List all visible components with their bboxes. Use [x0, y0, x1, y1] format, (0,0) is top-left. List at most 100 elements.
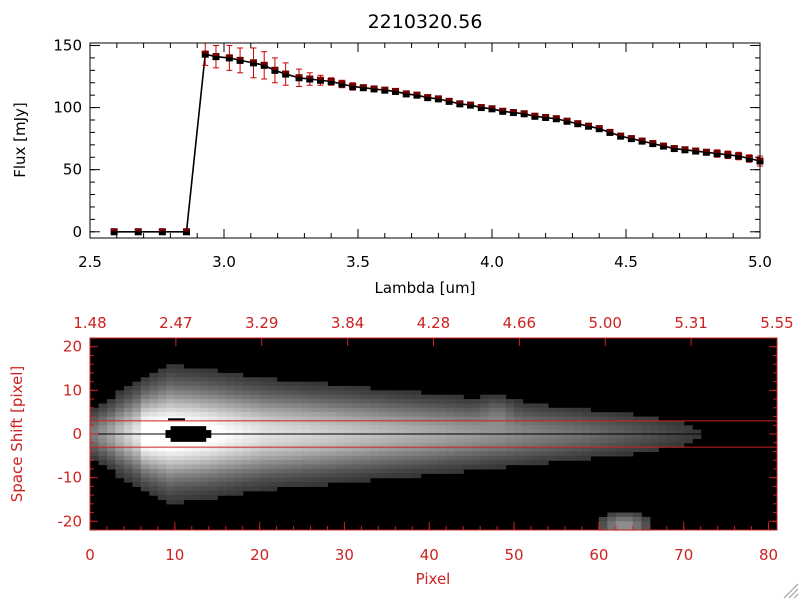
- image-pixel: [225, 464, 235, 470]
- image-pixel: [624, 521, 634, 527]
- image-pixel: [200, 490, 210, 496]
- image-pixel: [564, 412, 575, 418]
- image-pixel: [632, 442, 642, 448]
- image-pixel: [386, 473, 396, 479]
- data-point: [434, 95, 442, 103]
- image-pixel: [429, 399, 439, 405]
- image-pixel: [437, 460, 447, 466]
- data-point: [617, 132, 625, 140]
- image-pixel: [327, 390, 337, 396]
- image-pixel: [361, 407, 371, 413]
- data-point: [456, 100, 464, 108]
- image-pixel: [649, 420, 659, 426]
- image-pixel: [174, 407, 184, 413]
- image-pixel: [327, 420, 337, 426]
- image-pixel: [361, 473, 371, 479]
- image-pixel: [285, 482, 295, 487]
- wavelength-top-tick-label: 5.55: [760, 314, 793, 332]
- image-pixel: [497, 425, 507, 431]
- image-pixel: [319, 434, 329, 439]
- image-pixel: [429, 438, 439, 444]
- image-pixel: [539, 442, 549, 448]
- image-pixel: [225, 407, 235, 413]
- chart-title: 2210320.56: [368, 11, 483, 33]
- image-pixel: [335, 407, 346, 413]
- image-pixel: [615, 525, 625, 531]
- image-pixel: [276, 460, 286, 466]
- image-pixel: [140, 416, 150, 422]
- image-pixel: [344, 434, 354, 439]
- image-pixel: [675, 442, 685, 448]
- data-point: [735, 152, 743, 160]
- image-pixel: [242, 399, 252, 405]
- image-pixel: [310, 399, 320, 405]
- image-pixel: [174, 364, 184, 370]
- top-y-tick-label: 0: [72, 223, 82, 241]
- image-pixel: [352, 464, 363, 470]
- image-pixel: [480, 438, 490, 444]
- image-pixel: [200, 399, 210, 405]
- image-pixel: [505, 429, 515, 435]
- data-point-highlight: [660, 142, 668, 146]
- image-pixel: [573, 429, 583, 435]
- image-pixel: [497, 407, 507, 413]
- image-pixel: [539, 451, 549, 457]
- image-pixel: [285, 425, 295, 431]
- image-pixel: [556, 416, 566, 422]
- image-pixel: [200, 482, 210, 487]
- image-pixel: [140, 412, 150, 418]
- image-pixel: [225, 399, 235, 405]
- image-pixel: [463, 429, 473, 435]
- data-point: [402, 90, 410, 98]
- image-pixel: [327, 386, 337, 391]
- image-pixel: [471, 434, 481, 439]
- image-pixel: [352, 416, 363, 422]
- image-pixel: [90, 434, 100, 439]
- data-point: [745, 155, 753, 163]
- image-pixel: [191, 407, 201, 413]
- image-pixel: [251, 407, 261, 413]
- image-pixel: [268, 399, 278, 405]
- image-pixel: [217, 486, 227, 492]
- image-pixel: [191, 377, 201, 383]
- image-pixel: [123, 390, 134, 396]
- image-pixel: [319, 451, 329, 457]
- image-pixel: [319, 416, 329, 422]
- image-pixel: [386, 442, 396, 448]
- image-pixel: [234, 464, 244, 470]
- image-pixel: [522, 416, 532, 422]
- image-pixel: [276, 407, 286, 413]
- image-pixel: [412, 460, 422, 466]
- resize-grip-icon[interactable]: [783, 583, 799, 599]
- image-pixel: [251, 434, 261, 439]
- image-pixel: [140, 381, 150, 387]
- image-pixel: [352, 429, 363, 435]
- image-pixel: [598, 420, 608, 426]
- image-pixel: [208, 468, 218, 474]
- image-pixel: [200, 390, 210, 396]
- image-pixel: [632, 521, 642, 527]
- bottom-x-tick-label: 50: [505, 546, 524, 564]
- bottom-chart-frame: [89, 337, 778, 531]
- image-pixel: [310, 438, 320, 444]
- image-pixel: [310, 482, 320, 487]
- image-pixel: [268, 486, 278, 492]
- image-pixel: [386, 399, 396, 405]
- image-pixel: [352, 412, 363, 418]
- image-pixel: [624, 447, 634, 453]
- image-pixel: [166, 464, 176, 470]
- image-pixel: [564, 416, 575, 422]
- data-point-highlight: [499, 107, 507, 111]
- image-pixel: [115, 425, 125, 431]
- image-pixel: [285, 434, 295, 439]
- image-pixel: [412, 403, 422, 409]
- image-pixel: [234, 473, 244, 479]
- image-pixel: [556, 447, 566, 453]
- image-pixel: [463, 425, 473, 431]
- image-pixel: [556, 429, 566, 435]
- data-point: [627, 135, 635, 143]
- image-pixel: [437, 464, 447, 470]
- image-pixel: [344, 473, 354, 479]
- image-pixel: [327, 438, 337, 444]
- image-pixel: [683, 429, 693, 435]
